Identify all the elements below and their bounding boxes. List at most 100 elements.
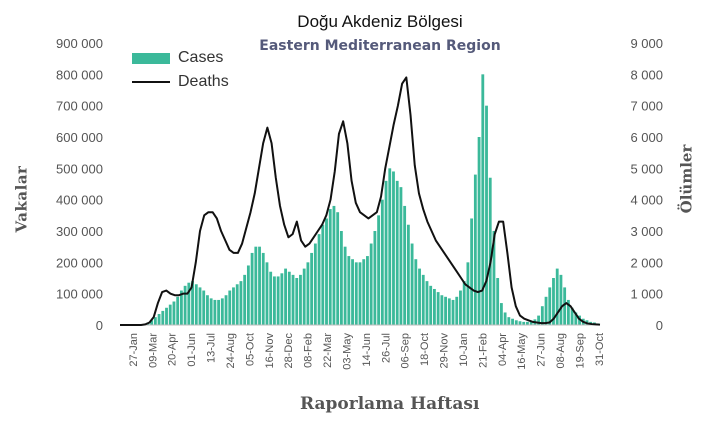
cases-bar — [339, 231, 343, 325]
cases-bar — [191, 281, 194, 325]
cases-bar — [544, 296, 548, 325]
x-tick-label: 05-Oct — [244, 333, 256, 366]
cases-bar — [559, 274, 563, 325]
cases-bar — [150, 320, 154, 325]
y-tick-label-right: 0 — [656, 318, 663, 333]
cases-bar — [273, 276, 276, 325]
y-tick-label-left: 600 000 — [56, 130, 103, 145]
cases-bar — [392, 171, 395, 325]
cases-bar — [220, 298, 224, 325]
cases-bar — [507, 317, 511, 325]
cases-bar — [187, 282, 191, 325]
cases-bar — [310, 252, 314, 325]
cases-bar — [224, 295, 228, 325]
cases-bar — [261, 252, 265, 325]
cases-bar — [574, 312, 578, 325]
cases-bar — [328, 209, 332, 325]
chart-subtitle: Eastern Mediterranean Region — [259, 38, 501, 54]
y-tick-label-right: 9 000 — [630, 36, 663, 51]
y-tick-label-left: 300 000 — [56, 224, 103, 239]
cases-bar — [276, 276, 280, 325]
y-tick-label-left: 500 000 — [56, 161, 103, 176]
cases-bar — [332, 205, 336, 325]
chart-title: Doğu Akdeniz Bölgesi — [297, 12, 463, 31]
cases-bar — [183, 285, 187, 325]
legend-label-deaths: Deaths — [178, 73, 229, 90]
cases-bar — [217, 299, 221, 325]
cases-bar — [552, 278, 555, 325]
cases-bar — [526, 321, 529, 325]
x-axis-ticks: 27-Jan 09-Mar 20-Apr 01-Jun 13-Jul 24-Aug 05-O… — [128, 333, 606, 370]
y-tick-label-left: 100 000 — [56, 287, 103, 302]
cases-bar — [377, 215, 381, 325]
cases-bar — [537, 315, 541, 325]
legend-item-cases: Cases — [132, 46, 229, 70]
cases-bar — [444, 296, 447, 325]
deaths-swatch — [132, 81, 170, 83]
cases-bar — [566, 299, 570, 325]
x-tick-label: 24-Aug — [225, 333, 237, 368]
x-tick-label: 29-Nov — [439, 333, 451, 369]
cases-bar — [492, 231, 496, 325]
right-axis-ticks: 0 1 000 2 000 3 000 4 000 5 000 6 000 7 000 8 00… — [630, 36, 663, 333]
cases-bar — [165, 307, 168, 325]
deaths-line — [120, 76, 601, 326]
x-tick-label: 16-Nov — [264, 333, 276, 369]
cases-bar — [455, 296, 459, 325]
cases-bar — [168, 304, 172, 325]
cases-bar — [213, 299, 217, 325]
x-tick-label: 13-Jul — [206, 333, 218, 363]
cases-bar — [179, 290, 183, 325]
y-axis-label-right: Ölümler — [677, 144, 696, 214]
cases-bar — [548, 287, 552, 325]
cases-bar — [284, 268, 287, 325]
cases-bar — [202, 290, 206, 325]
cases-bar — [373, 231, 377, 325]
y-tick-label-left: 0 — [96, 318, 103, 333]
cases-bar — [313, 243, 317, 325]
y-tick-label-left: 800 000 — [56, 67, 103, 82]
cases-bar — [403, 205, 407, 325]
cases-bar — [499, 303, 503, 325]
cases-bar — [239, 281, 243, 325]
cases-bar — [529, 321, 533, 325]
cases-bar — [235, 284, 239, 325]
cases-bar — [317, 234, 321, 325]
cases-bar — [418, 268, 421, 325]
cases-bar — [518, 321, 522, 325]
cases-bar — [488, 177, 492, 325]
cases-bar — [466, 262, 470, 325]
cases-bars — [142, 74, 600, 325]
x-tick-label: 08-Aug — [555, 333, 567, 368]
y-axis-label-left: Vakalar — [12, 165, 31, 233]
x-tick-label: 09-Mar — [147, 333, 159, 368]
cases-bar — [563, 287, 567, 325]
x-tick-label: 16-May — [516, 333, 528, 370]
x-tick-label: 18-Oct — [419, 333, 431, 366]
y-tick-label-right: 8 000 — [630, 67, 663, 82]
cases-bar — [254, 246, 258, 325]
cases-bar — [570, 307, 574, 325]
cases-bar — [243, 274, 247, 325]
cases-bar — [153, 317, 157, 325]
cases-bar — [351, 259, 354, 325]
cases-bar — [232, 287, 235, 325]
x-tick-label: 08-Feb — [303, 333, 315, 368]
cases-bar — [246, 265, 250, 325]
cases-bar — [481, 74, 485, 325]
cases-bar — [366, 256, 369, 325]
cases-bar — [395, 180, 399, 325]
cases-bar — [436, 292, 440, 325]
cases-bar — [421, 274, 425, 325]
cases-bar — [347, 256, 351, 325]
cases-bar — [462, 281, 466, 325]
cases-bar — [555, 268, 559, 325]
cases-bar — [299, 274, 302, 325]
x-tick-label: 20-Apr — [167, 333, 179, 366]
x-tick-label: 28-Dec — [283, 333, 295, 369]
cases-bar — [433, 288, 436, 325]
y-tick-label-right: 5 000 — [630, 161, 663, 176]
x-tick-label: 27-Jun — [536, 333, 548, 367]
y-tick-label-left: 900 000 — [56, 36, 103, 51]
cases-bar — [306, 262, 310, 325]
